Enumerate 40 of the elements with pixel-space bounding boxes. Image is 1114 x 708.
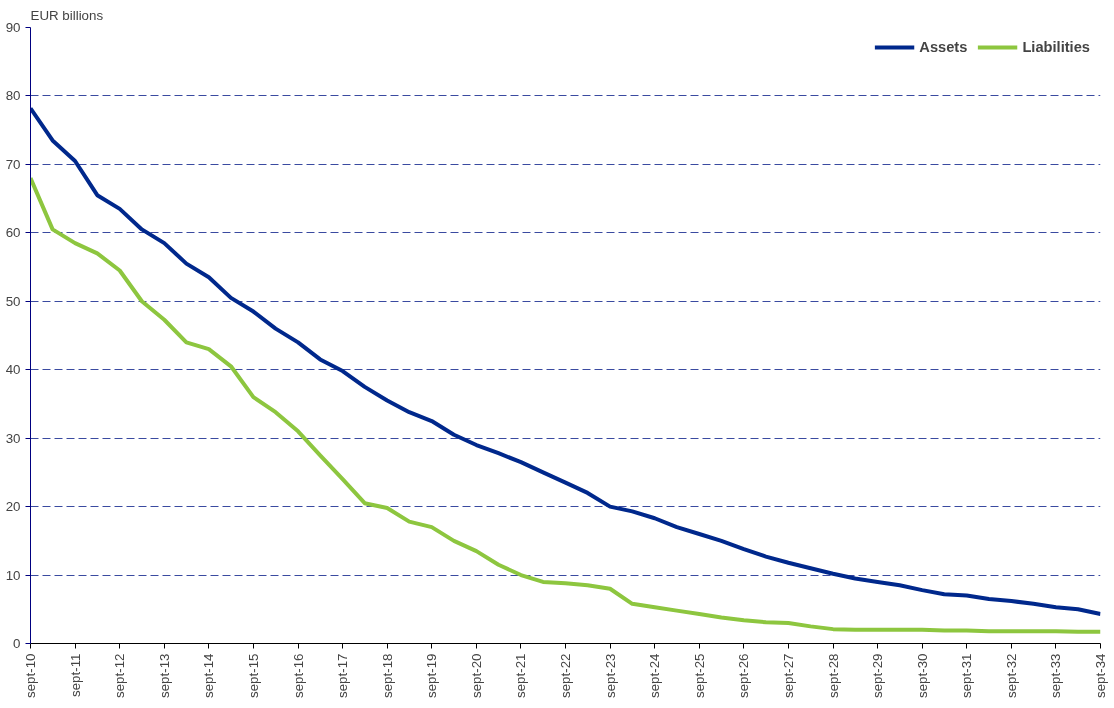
line-series	[30, 106, 1101, 617]
x-tick-label: sept-30	[914, 653, 930, 698]
y-tick-label: 30	[5, 430, 21, 446]
x-tick-label: sept-20	[468, 653, 484, 698]
x-tick-label: sept-18	[379, 653, 395, 698]
x-tick-label: sept-26	[736, 653, 752, 698]
x-tick-label: sept-12	[112, 653, 128, 698]
y-tick-label: 20	[5, 499, 21, 515]
x-tick-label: sept-10	[23, 653, 38, 698]
x-tick-label: sept-24	[647, 652, 663, 698]
x-tick-label: sept-25	[691, 653, 707, 698]
x-tick-label: sept-23	[602, 653, 618, 698]
y-tick-label: 80	[5, 88, 21, 104]
x-tick-label: sept-34	[1093, 652, 1108, 698]
y-tick-label: 40	[5, 362, 21, 378]
x-tick-label: sept-28	[825, 653, 841, 698]
x-tick-label: sept-29	[870, 653, 886, 698]
x-tick-label: sept-16	[290, 653, 306, 698]
x-tick-label: sept-17	[335, 653, 351, 698]
y-tick-label: 0	[13, 636, 21, 651]
x-tick-label: sept-21	[513, 653, 529, 698]
x-tick-label: sept-31	[959, 653, 975, 698]
x-tick-label: sept-14	[201, 652, 217, 698]
x-tick-label: sept-22	[558, 653, 573, 698]
x-tick-label: sept-32	[1003, 653, 1019, 698]
x-tick-label: sept-27	[780, 653, 796, 698]
x-tick-label: sept-11	[67, 653, 83, 697]
legend-label: Liabilities	[1022, 39, 1090, 55]
x-tick-label: sept-15	[245, 653, 261, 698]
y-tick-label: 10	[5, 567, 21, 583]
y-tick-label: 50	[5, 293, 21, 309]
legend-label: Assets	[919, 39, 968, 55]
x-tick-label: sept-13	[156, 653, 172, 698]
y-tick-label: 60	[5, 225, 21, 241]
y-axis-title: EUR billions	[30, 7, 104, 23]
x-tick-label: sept-33	[1048, 653, 1064, 698]
line-series	[30, 176, 1101, 634]
y-tick-label: 90	[5, 20, 21, 35]
y-tick-label: 70	[5, 156, 21, 172]
x-tick-label: sept-19	[424, 653, 440, 698]
